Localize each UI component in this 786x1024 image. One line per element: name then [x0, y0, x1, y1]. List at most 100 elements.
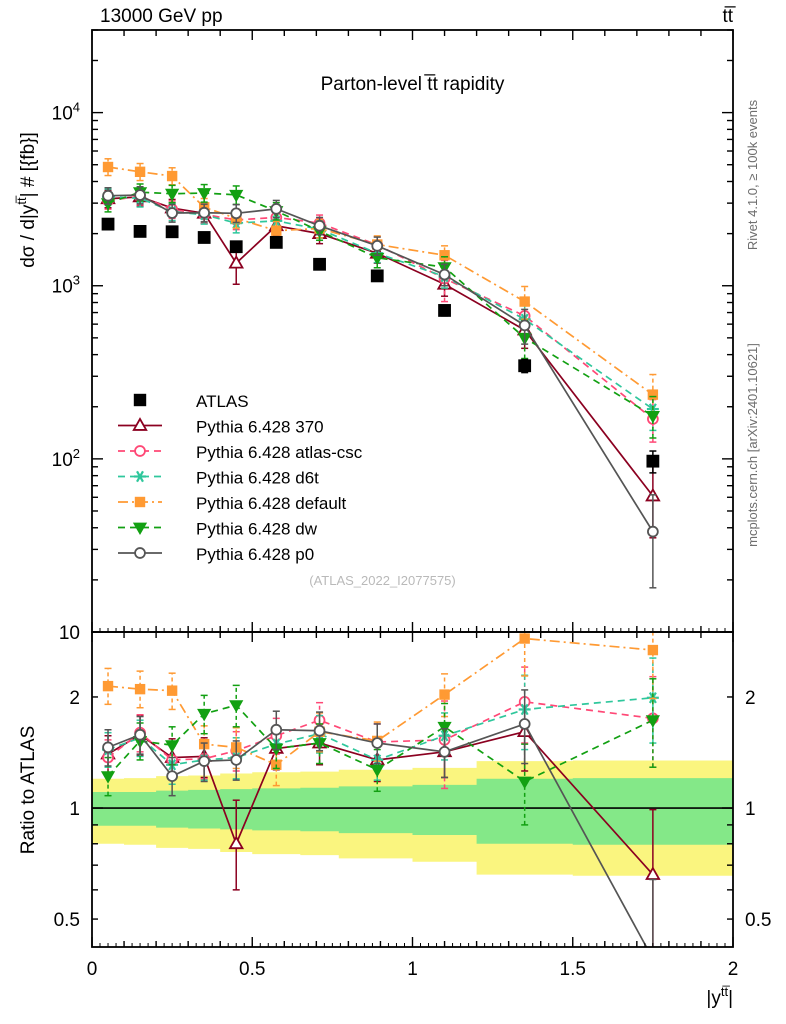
- series-line: [107, 191, 654, 417]
- data-marker: [132, 522, 148, 536]
- main-series-atlas: [101, 217, 660, 474]
- legend-label: Pythia 6.428 d6t: [196, 469, 319, 488]
- series-line: [107, 696, 653, 766]
- x-tick-label: 1.5: [560, 959, 586, 980]
- main-series-default: [102, 158, 659, 419]
- series-line: [107, 196, 654, 410]
- legend-item-p0[interactable]: Pythia 6.428 p0: [118, 545, 314, 564]
- legend-item-p370[interactable]: Pythia 6.428 370: [118, 417, 324, 437]
- data-marker: [371, 239, 384, 252]
- data-marker: [313, 724, 326, 737]
- legend-label: Pythia 6.428 dw: [196, 520, 318, 539]
- watermark: (ATLAS_2022_I2077575): [309, 573, 455, 588]
- data-marker: [198, 755, 211, 767]
- data-marker: [134, 683, 146, 695]
- data-marker: [228, 254, 245, 269]
- data-marker: [270, 203, 283, 215]
- ratio-y-tick-label-right: 2: [745, 688, 756, 709]
- data-marker: [102, 741, 114, 754]
- data-marker: [439, 689, 450, 700]
- data-marker: [132, 417, 148, 431]
- main-panel-frame: [91, 29, 734, 633]
- data-marker: [648, 954, 658, 964]
- series-line: [107, 195, 654, 420]
- data-marker: [647, 525, 659, 538]
- data-marker: [371, 737, 384, 749]
- side-note-mcplots: mcplots.cern.ch [arXiv:2401.10621]: [745, 343, 760, 547]
- data-marker: [165, 740, 180, 753]
- data-marker: [101, 217, 115, 231]
- data-marker: [166, 170, 178, 182]
- main-series-dw: [100, 183, 660, 439]
- y-tick-label: 102: [52, 446, 80, 471]
- data-marker: [229, 240, 243, 254]
- data-marker: [166, 207, 178, 219]
- x-tick-label: 2: [728, 959, 739, 980]
- data-marker: [136, 470, 144, 483]
- data-marker: [134, 496, 146, 508]
- data-marker: [134, 547, 146, 559]
- main-series-atlascsc: [102, 187, 659, 443]
- data-marker: [165, 188, 180, 202]
- legend-item-d6t[interactable]: Pythia 6.428 d6t: [118, 469, 319, 488]
- main-series-d6t: [102, 188, 659, 432]
- ratio-band-inner: [92, 778, 733, 845]
- data-marker: [134, 728, 146, 741]
- data-marker: [519, 296, 530, 307]
- x-tick-label: 1: [407, 959, 418, 980]
- main-series-p0: [102, 186, 659, 589]
- legend-item-atlas[interactable]: ATLAS: [133, 392, 249, 411]
- data-marker: [313, 257, 326, 271]
- data-marker: [133, 393, 147, 407]
- data-marker: [229, 700, 244, 713]
- data-marker: [647, 644, 659, 656]
- data-marker: [197, 708, 212, 722]
- plot-title: Parton-level t̅t rapidity: [321, 74, 505, 95]
- data-marker: [518, 319, 531, 332]
- legend-item-dw[interactable]: Pythia 6.428 dw: [118, 520, 318, 539]
- data-marker: [439, 250, 450, 261]
- series-line: [107, 700, 653, 761]
- data-marker: [134, 166, 146, 178]
- legend-item-atlascsc[interactable]: Pythia 6.428 atlas-csc: [118, 443, 363, 462]
- data-marker: [198, 206, 211, 219]
- ratio-y-tick-label-right: 1: [745, 799, 756, 820]
- data-marker: [437, 721, 452, 735]
- x-tick-label: 0: [87, 959, 98, 980]
- data-marker: [228, 835, 245, 850]
- legend-item-default[interactable]: Pythia 6.428 default: [118, 494, 347, 513]
- ratio-y-tick-label-left: 2: [69, 688, 80, 709]
- data-marker: [269, 235, 283, 249]
- data-marker: [370, 764, 385, 778]
- ratio-series-p0: [102, 689, 658, 964]
- data-marker: [647, 389, 659, 400]
- side-note-rivet: Rivet 4.1.0, ≥ 100k events: [745, 99, 760, 250]
- x-axis-label: |ytt̅|: [706, 984, 733, 1009]
- data-marker: [230, 207, 243, 220]
- data-marker: [519, 633, 530, 644]
- data-marker: [438, 745, 451, 758]
- header-right: tt̅: [722, 6, 736, 27]
- data-marker: [100, 771, 116, 784]
- data-marker: [133, 224, 147, 238]
- data-marker: [271, 225, 282, 236]
- y-tick-label: 103: [52, 273, 80, 298]
- legend-label: Pythia 6.428 370: [196, 418, 324, 437]
- data-marker: [197, 188, 212, 201]
- data-marker: [197, 231, 211, 244]
- ratio-y-tick-label-left: 0.5: [54, 910, 80, 931]
- data-marker: [518, 359, 532, 373]
- data-marker: [102, 161, 114, 173]
- data-marker: [134, 189, 146, 201]
- data-marker: [370, 269, 384, 283]
- legend-label: ATLAS: [196, 392, 249, 411]
- data-marker: [229, 189, 244, 203]
- y-tick-label: 10: [59, 623, 80, 644]
- data-marker: [165, 225, 179, 239]
- data-marker: [518, 718, 531, 730]
- y-tick-label: 104: [52, 100, 80, 125]
- data-marker: [438, 268, 451, 281]
- data-marker: [645, 411, 660, 424]
- y-axis-label: dσ / d|ytt̅| # [{fb}]: [14, 132, 39, 268]
